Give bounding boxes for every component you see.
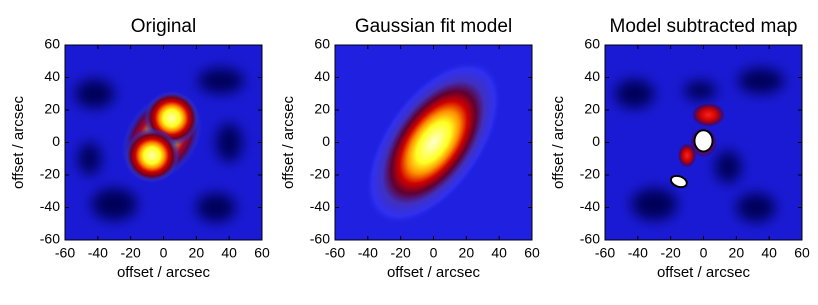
y-tick-label: -20: [310, 166, 330, 182]
x-tick-label: -20: [391, 245, 411, 261]
chart-title: Original: [131, 16, 196, 37]
x-tick-label: 20: [459, 245, 475, 261]
y-tick-label: -40: [310, 198, 330, 214]
x-tick-label: 20: [189, 245, 205, 261]
x-axis-label: offset / arcsec: [657, 264, 751, 281]
y-tick-label: 60: [584, 36, 600, 52]
x-tick-label: -60: [55, 245, 75, 261]
x-tick-label: 0: [160, 245, 168, 261]
image: [65, 45, 262, 240]
y-tick-label: 20: [44, 101, 60, 117]
y-tick-label: -20: [580, 166, 600, 182]
x-tick-label: -20: [661, 245, 681, 261]
x-tick-label: -40: [358, 245, 378, 261]
chart-title: Gaussian fit model: [355, 16, 512, 37]
chart-title: Model subtracted map: [610, 16, 798, 37]
image: [335, 45, 532, 240]
x-tick-label: -40: [628, 245, 648, 261]
x-tick-label: 40: [761, 245, 777, 261]
y-tick-label: -40: [580, 198, 600, 214]
x-tick-label: 40: [491, 245, 507, 261]
x-axis-label: offset / arcsec: [117, 264, 211, 281]
y-tick-label: 60: [314, 36, 330, 52]
y-axis-label: offset / arcsec: [10, 95, 27, 189]
panel: Model subtracted map-60 -40 -20 0 20 40 60-60-…: [550, 16, 810, 281]
panel: Original -60 -40 -20 0 20 40 60 -60 -40 -20 0 20 40 60…: [10, 16, 270, 281]
y-tick-label: 20: [584, 101, 600, 117]
x-tick-label: 40: [221, 245, 237, 261]
y-axis-label: offset / arcsec: [280, 95, 297, 189]
y-tick-label: 0: [322, 133, 330, 149]
x-tick-label: 0: [700, 245, 708, 261]
x-tick-label: 0: [430, 245, 438, 261]
x-axis-label: offset / arcsec: [387, 264, 481, 281]
y-tick-label: -40: [40, 198, 60, 214]
y-tick-label: -60: [40, 231, 60, 247]
panel: Gaussian fit model -60 -40 -20 0 20 40 60 -60 -40…: [280, 16, 540, 281]
x-tick-label: 20: [729, 245, 745, 261]
y-tick-label: -60: [580, 231, 600, 247]
y-tick-label: 60: [44, 36, 60, 52]
y-tick-label: 40: [584, 68, 600, 84]
x-tick-label: -60: [325, 245, 345, 261]
y-tick-label: 0: [52, 133, 60, 149]
x-tick-label: -60: [595, 245, 615, 261]
x-tick-label: 60: [524, 245, 540, 261]
y-tick-label: 40: [314, 68, 330, 84]
y-axis-label: offset / arcsec: [550, 95, 567, 189]
x-tick-label: -40: [88, 245, 108, 261]
y-tick-label: 20: [314, 101, 330, 117]
image: [605, 45, 802, 240]
x-tick-label: -20: [121, 245, 141, 261]
x-tick-label: 60: [254, 245, 270, 261]
y-tick-label: 40: [44, 68, 60, 84]
y-tick-label: 0: [592, 133, 600, 149]
y-tick-label: -20: [40, 166, 60, 182]
y-tick-label: -60: [310, 231, 330, 247]
x-tick-label: 60: [794, 245, 810, 261]
